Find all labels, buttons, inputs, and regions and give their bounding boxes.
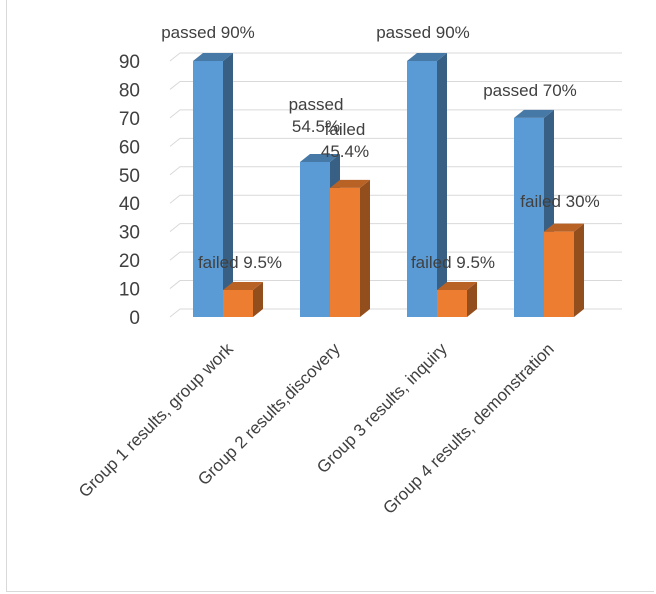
bar-top — [193, 53, 233, 61]
y-tick-label: 70 — [119, 109, 140, 130]
bar-front — [544, 231, 574, 317]
bar — [223, 281, 263, 317]
data-label: passed 90% — [161, 23, 255, 42]
bar-side — [437, 53, 447, 317]
bar-side — [574, 223, 584, 317]
y-tick-label: 80 — [119, 80, 140, 101]
bar-top — [514, 109, 554, 118]
data-label: failed 45.4% — [321, 120, 369, 161]
bar — [330, 179, 370, 317]
y-tick-label: 10 — [119, 280, 140, 301]
y-tick-label: 40 — [119, 194, 140, 215]
data-label: passed 90% — [376, 23, 470, 42]
chart-frame — [6, 0, 654, 592]
bar — [544, 223, 584, 317]
gridline — [169, 137, 622, 147]
data-label: failed 30% — [520, 192, 599, 211]
bar — [437, 281, 477, 317]
data-label: passed 54.5% — [289, 95, 344, 136]
bar-top — [407, 53, 447, 61]
bar-top — [544, 223, 584, 232]
data-label: passed 70% — [483, 81, 577, 100]
y-axis-ticks: 0 10 20 30 40 50 60 70 80 90 — [119, 52, 140, 329]
bar-front — [223, 289, 253, 317]
x-category-label: Group 4 results, demonstration — [379, 339, 557, 517]
bar — [407, 53, 447, 317]
bar-front — [407, 61, 437, 317]
gridline — [169, 80, 622, 90]
bar-side — [360, 179, 370, 317]
y-tick-label: 30 — [119, 223, 140, 244]
gridline — [169, 194, 622, 204]
data-label: failed 9.5% — [411, 253, 495, 272]
bar-front — [193, 61, 223, 317]
data-labels: passed 90% passed 54.5% passed 90% passed 70… — [161, 23, 599, 272]
gridlines — [169, 52, 622, 318]
bar-front — [437, 289, 467, 317]
bar-side — [467, 281, 477, 317]
bar — [514, 109, 554, 317]
gridline — [169, 223, 622, 233]
bar-front — [514, 117, 544, 317]
gridline — [169, 251, 622, 261]
bar-top — [223, 281, 263, 290]
bar-top — [300, 153, 340, 162]
y-tick-label: 90 — [119, 52, 140, 73]
bar-top — [437, 281, 477, 290]
y-tick-label: 60 — [119, 137, 140, 158]
y-tick-label: 20 — [119, 251, 140, 272]
bars — [193, 53, 584, 317]
gridline — [169, 166, 622, 176]
data-label: failed 9.5% — [198, 253, 282, 272]
bar-top — [330, 179, 370, 188]
bar-side — [223, 53, 233, 317]
gridline — [169, 280, 622, 289]
bar-side — [253, 281, 263, 317]
bar — [193, 53, 233, 317]
bar-front — [330, 187, 360, 317]
gridline — [169, 109, 622, 119]
gridline — [169, 52, 622, 62]
y-tick-label: 0 — [129, 308, 140, 329]
y-tick-label: 50 — [119, 166, 140, 187]
bar-front — [300, 161, 330, 317]
